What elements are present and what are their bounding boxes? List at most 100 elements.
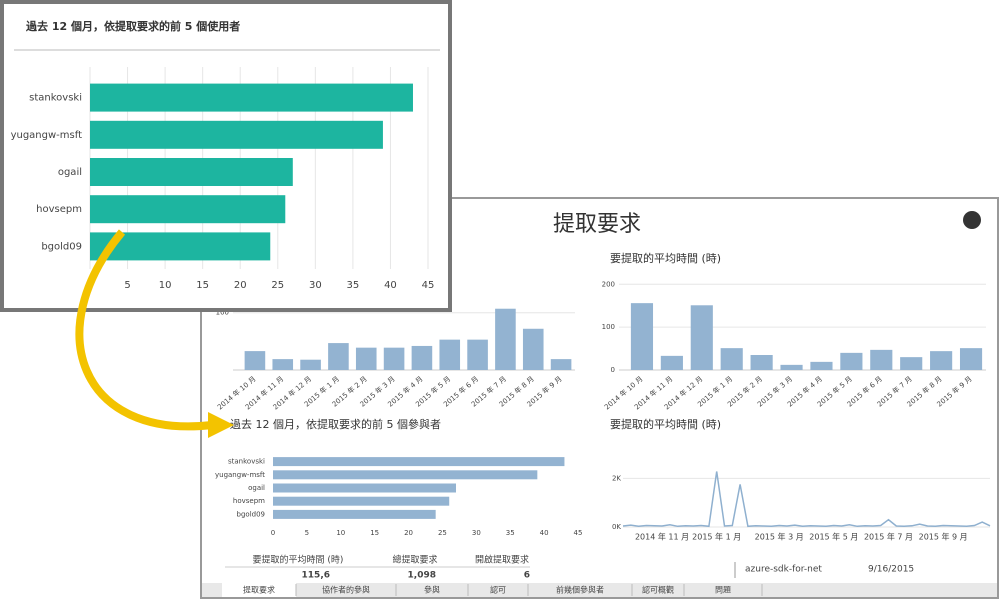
bar [780, 364, 803, 370]
bar [328, 343, 349, 370]
y-tick-label: hovsepm [233, 497, 265, 505]
x-tick-label: 2015 年 7 月 [864, 532, 913, 542]
y-tick-label: 0K [612, 523, 621, 531]
repo-row: azure-sdk-for-net 9/16/2015 [734, 562, 914, 578]
tab[interactable]: 協作者的參與 [322, 585, 370, 595]
tab[interactable]: 認可概觀 [642, 585, 674, 595]
summary-table: 要提取的平均時間 (時) 總提取要求 開啟提取要求 115,6 1,098 6 [225, 554, 530, 581]
x-tick-label: 35 [347, 280, 360, 291]
table-cell: 115,6 [302, 571, 330, 581]
bar [90, 83, 413, 112]
table-cell: 6 [524, 571, 530, 581]
github-icon [963, 211, 981, 229]
x-tick-label: 45 [422, 280, 435, 291]
x-tick-label: 30 [309, 280, 322, 291]
bar [272, 359, 294, 370]
bar [870, 349, 893, 370]
x-tick-label: 5 [124, 280, 130, 291]
x-tick-label: 40 [540, 529, 549, 537]
tab[interactable]: 提取要求 [243, 585, 275, 595]
bar [273, 457, 565, 467]
arrow-head [208, 412, 234, 438]
tab-bar-bg [202, 583, 997, 597]
x-tick-label: 0 [271, 529, 275, 537]
y-tick-label: 0 [611, 366, 615, 374]
x-tick-label: 2015 年 3 月 [755, 532, 804, 542]
table-header: 總提取要求 [392, 554, 437, 566]
y-tick-label: yugangw-msft [11, 130, 83, 141]
x-tick-label: 20 [234, 280, 247, 291]
x-tick-label: 2014 年 11 月 [635, 532, 689, 542]
y-tick-label: ogail [58, 167, 82, 178]
bar [959, 348, 983, 370]
bar [550, 359, 572, 370]
y-tick-label: 100 [602, 323, 615, 331]
table-cell: 1,098 [408, 571, 436, 581]
bar [810, 361, 833, 370]
x-tick-label: 10 [159, 280, 172, 291]
y-tick-label: bgold09 [237, 510, 265, 518]
y-tick-label: stankovski [228, 458, 265, 466]
x-tick-label: 2015 年 5 月 [809, 532, 858, 542]
y-tick-label: ogail [248, 484, 265, 492]
tab[interactable]: 前幾個參與者 [556, 585, 604, 595]
x-tick-label: 15 [196, 280, 209, 291]
bar [630, 303, 654, 370]
x-tick-label: 30 [472, 529, 481, 537]
bar [930, 351, 953, 370]
bar [439, 339, 461, 370]
bar [383, 347, 405, 370]
bar [273, 483, 456, 493]
y-tick-label: hovsepm [36, 204, 82, 215]
x-tick-label: 2015 年 9 月 [919, 532, 968, 542]
x-tick-label: 40 [384, 280, 397, 291]
bar [690, 305, 713, 370]
line [622, 471, 991, 528]
tab[interactable]: 認可 [490, 585, 506, 595]
bar [750, 355, 773, 370]
x-tick-label: 45 [574, 529, 583, 537]
x-tick-label: 5 [305, 529, 309, 537]
chart-title: 要提取的平均時間 (時) [610, 251, 721, 265]
bar [840, 352, 863, 370]
chart-title: 過去 12 個月，依提取要求的前 5 個參與者 [230, 417, 441, 431]
y-tick-label: yugangw-msft [215, 471, 265, 479]
chart-title: 要提取的平均時間 (時) [610, 417, 721, 431]
table-header: 開啟提取要求 [475, 554, 529, 566]
bar [273, 496, 450, 506]
bar [467, 339, 488, 370]
bar [411, 345, 433, 370]
repo-name: azure-sdk-for-net [745, 565, 822, 575]
dashboard-title: 提取要求 [553, 212, 641, 237]
bar [355, 347, 377, 370]
bar [522, 328, 544, 370]
bar [244, 351, 266, 370]
overlay-frame [0, 0, 452, 312]
tab-bar: 提取要求 協作者的參與 參與 認可 前幾個參與者 認可概觀 問題 [202, 583, 997, 597]
bar [495, 308, 516, 370]
bar [900, 357, 923, 370]
x-tick-label: 20 [404, 529, 413, 537]
bar [90, 158, 293, 186]
tab[interactable]: 參與 [424, 585, 440, 595]
chart-title: 過去 12 個月，依提取要求的前 5 個使用者 [25, 19, 240, 33]
bar [300, 359, 321, 370]
bar [273, 470, 538, 480]
bar [660, 355, 683, 370]
tab-active [222, 583, 296, 597]
arrow-curve [75, 229, 213, 431]
bar [720, 348, 743, 370]
arrow [75, 229, 234, 438]
bar [90, 195, 286, 224]
tab[interactable]: 問題 [715, 586, 731, 595]
y-tick-label: 100 [216, 309, 229, 317]
x-tick-label: 15 [370, 529, 379, 537]
bar [273, 509, 436, 519]
x-tick-label: 10 [336, 529, 345, 537]
table-header: 要提取的平均時間 (時) [253, 554, 344, 566]
repo-date: 9/16/2015 [868, 565, 914, 575]
y-tick-label: 200 [602, 280, 615, 288]
